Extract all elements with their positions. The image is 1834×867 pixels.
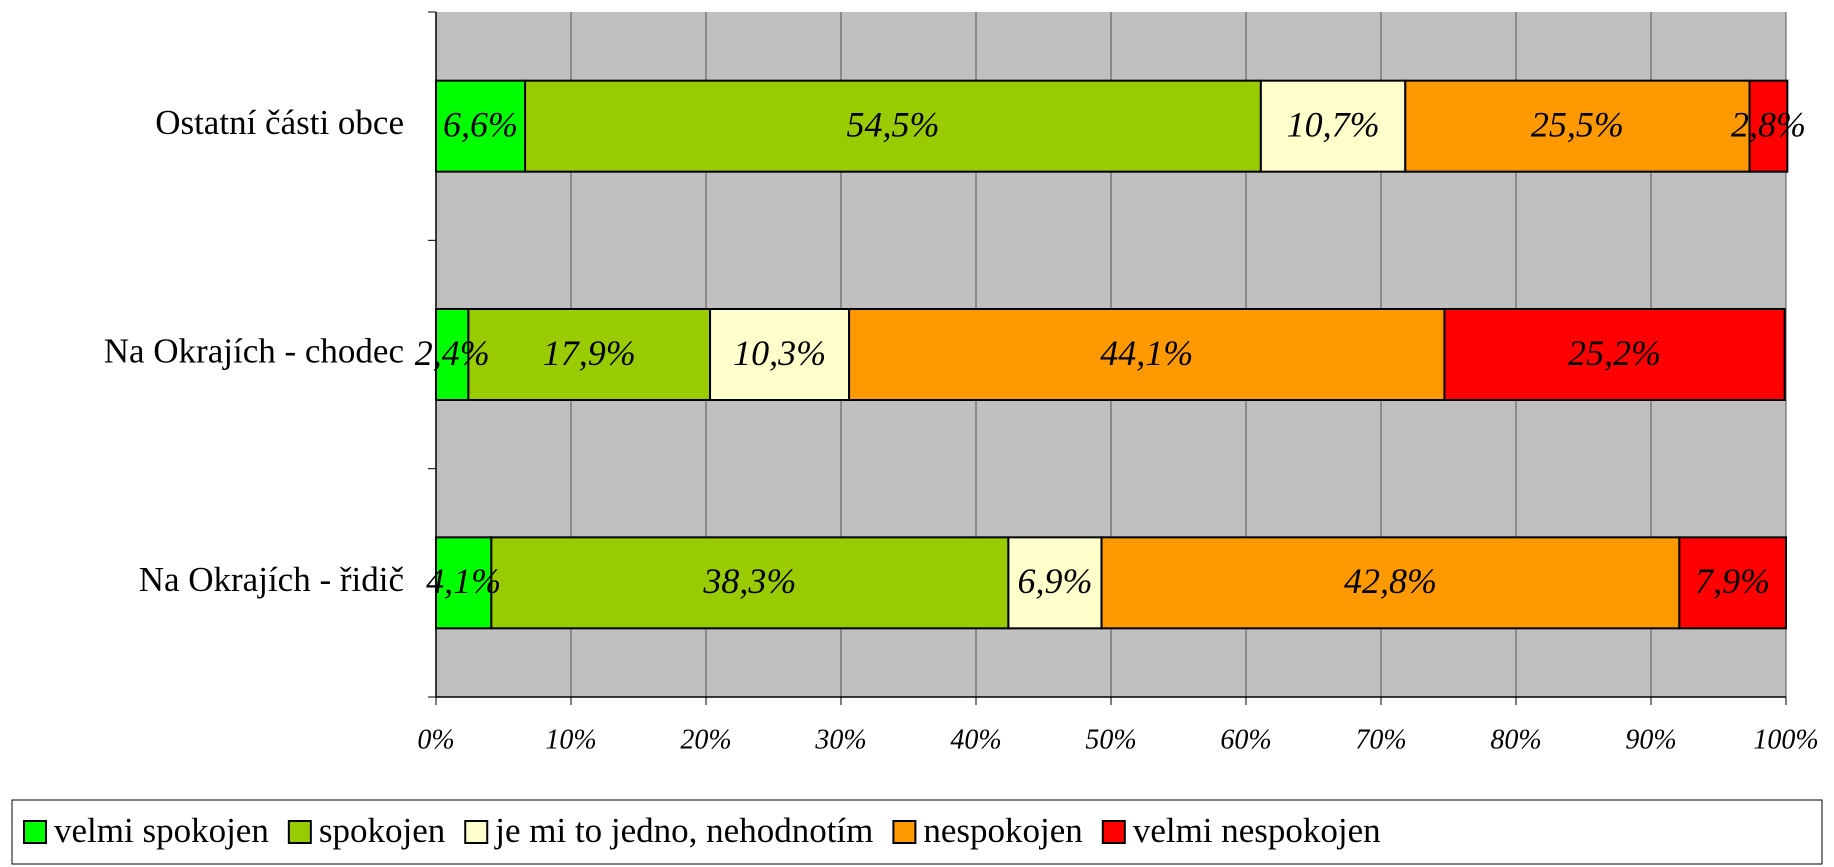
- bar-segment: [1748, 79, 1789, 173]
- x-tick-label: 10%: [545, 724, 596, 755]
- x-tick-label: 70%: [1355, 724, 1406, 755]
- x-tick-label: 60%: [1220, 724, 1271, 755]
- x-tick-label: 20%: [680, 724, 731, 755]
- x-tick-label: 50%: [1085, 724, 1136, 755]
- data-label: 17,9%: [543, 333, 636, 373]
- x-tick-label: 80%: [1490, 724, 1541, 755]
- legend-label: velmi nespokojen: [1133, 811, 1381, 850]
- legend-label: nespokojen: [923, 811, 1082, 850]
- legend-label: je mi to jedno, nehodnotím: [493, 811, 873, 850]
- data-label: 25,5%: [1531, 104, 1624, 144]
- x-tick-label: 0%: [417, 724, 454, 755]
- legend-swatch: [1101, 820, 1126, 844]
- x-tick-label: 40%: [950, 724, 1001, 755]
- y-tick-label: Na Okrajích - řidič: [139, 560, 404, 599]
- data-label: 4,1%: [426, 561, 501, 601]
- bar-segment: [1259, 79, 1407, 173]
- bar-segment: [467, 308, 712, 401]
- data-label: 42,8%: [1344, 561, 1437, 601]
- legend-label: velmi spokojen: [54, 811, 269, 850]
- data-label: 2,8%: [1731, 104, 1806, 144]
- data-label: 2,4%: [415, 333, 490, 373]
- data-label: 10,3%: [733, 333, 826, 373]
- data-label: 7,9%: [1695, 561, 1770, 601]
- data-label: 38,3%: [702, 561, 796, 601]
- data-label: 10,7%: [1287, 104, 1380, 144]
- bar-segment: [490, 536, 1010, 630]
- bar-segment: [848, 308, 1446, 401]
- x-tick-label: 30%: [814, 724, 866, 755]
- data-label: 44,1%: [1100, 333, 1193, 373]
- legend-swatch: [287, 820, 312, 844]
- legend-label: spokojen: [319, 811, 445, 850]
- data-label: 6,6%: [443, 104, 518, 144]
- legend-swatch: [464, 820, 489, 844]
- data-label: 25,2%: [1568, 333, 1661, 373]
- legend-swatch: [23, 820, 47, 844]
- bar-segment: [435, 79, 527, 173]
- x-tick-label: 90%: [1625, 724, 1676, 755]
- y-tick-label: Na Okrajích - chodec: [104, 332, 404, 371]
- bar-segment: [1678, 536, 1787, 630]
- legend-swatch: [892, 820, 917, 844]
- bar-segment: [1100, 536, 1681, 630]
- data-label: 54,5%: [846, 104, 939, 144]
- bar-segment: [1007, 536, 1103, 630]
- x-tick-label: 100%: [1753, 724, 1818, 755]
- y-tick-label: Ostatní části obce: [155, 103, 404, 142]
- legend-box: [11, 799, 1823, 865]
- data-label: 6,9%: [1017, 561, 1092, 601]
- bar-segment: [1443, 308, 1786, 401]
